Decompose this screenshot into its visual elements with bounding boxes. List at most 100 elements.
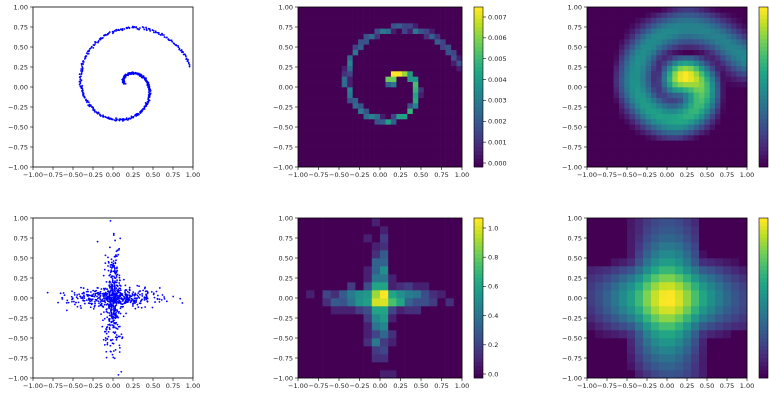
heat-cell (418, 44, 425, 50)
heat-cell (319, 108, 326, 114)
data-point (106, 341, 109, 344)
heat-cell (298, 108, 304, 114)
heat-cell (699, 145, 705, 152)
heat-cell (603, 49, 609, 56)
y-tick-label: 1.00 (14, 3, 28, 11)
heat-cell (587, 65, 593, 72)
x-tick-label: −0.50 (63, 382, 83, 390)
heat-cell (352, 129, 359, 136)
heat-cell (688, 97, 694, 104)
heat-cell (388, 266, 397, 275)
heat-cell (445, 306, 455, 315)
heat-cell (688, 7, 694, 13)
heat-cell (677, 97, 684, 104)
heat-cell (385, 119, 392, 125)
heat-cell (656, 28, 662, 34)
heat-cell (619, 71, 625, 77)
heat-cell (339, 282, 348, 291)
heat-cell (731, 108, 737, 114)
heat-cell (429, 33, 435, 40)
heat-cell (677, 33, 684, 40)
heat-cell (683, 266, 692, 275)
heat-cell (603, 60, 609, 66)
heat-cell (587, 314, 596, 323)
heat-cell (611, 258, 620, 267)
heat-cell (707, 234, 716, 243)
data-point (73, 291, 76, 294)
heat-cell (683, 7, 689, 13)
data-point (99, 301, 102, 303)
heat-cell (445, 76, 452, 82)
heat-cell (330, 161, 337, 168)
y-tick-label: −1.00 (8, 163, 28, 171)
heat-cell (723, 338, 732, 347)
heat-cell (619, 226, 628, 235)
heat-cell (667, 39, 673, 45)
heat-cell (390, 108, 397, 114)
y-tick-label: 0.75 (568, 234, 582, 242)
heat-cell (715, 370, 724, 379)
heat-cell (314, 226, 323, 235)
heat-cell (619, 23, 625, 29)
heat-cell (319, 7, 326, 13)
heat-cell (603, 250, 612, 259)
data-point (108, 274, 111, 277)
heat-cell (456, 17, 463, 24)
heat-cell (656, 12, 662, 18)
heat-cell (709, 97, 716, 104)
heat-cell (380, 124, 386, 130)
data-point (144, 306, 147, 308)
colorbar-segment (759, 278, 768, 283)
heat-cell (380, 92, 386, 98)
heat-cell (380, 108, 386, 114)
heat-cell (667, 97, 673, 104)
heat-cell (688, 23, 694, 29)
heat-cell (429, 44, 435, 50)
heat-cell (643, 274, 652, 283)
heat-cell (314, 330, 323, 339)
colorbar-segment (759, 314, 768, 319)
heat-cell (451, 49, 457, 56)
heat-cell (330, 346, 340, 355)
heat-cell (704, 87, 710, 93)
data-point (111, 284, 114, 286)
heat-cell (434, 145, 441, 152)
heat-cell (651, 44, 657, 50)
heat-cell (325, 108, 332, 114)
heat-cell (613, 103, 620, 109)
heat-cell (659, 354, 668, 363)
heat-cell (597, 97, 604, 104)
heat-cell (659, 290, 668, 299)
heat-cell (355, 370, 364, 379)
heat-cell (347, 49, 353, 56)
heat-cell (363, 129, 370, 136)
heat-cell (385, 65, 392, 72)
heat-cell (629, 49, 636, 56)
data-point (132, 116, 135, 119)
heat-cell (608, 39, 614, 45)
heat-cell (683, 330, 692, 339)
colorbar-segment (474, 286, 483, 291)
spiral-density-plot (587, 7, 748, 168)
heat-cell (380, 274, 389, 283)
data-point (112, 292, 115, 295)
heat-cell (437, 322, 446, 331)
heat-cell (635, 49, 641, 56)
heat-cell (731, 33, 737, 40)
heat-cell (325, 49, 332, 56)
heat-cell (445, 28, 452, 34)
heat-cell (688, 161, 694, 168)
heat-cell (611, 298, 620, 307)
heat-cell (627, 266, 636, 275)
heat-cell (720, 161, 726, 168)
heat-cell (720, 108, 726, 114)
heat-cell (597, 33, 604, 40)
heat-cell (635, 55, 641, 61)
colorbar-segment (759, 358, 768, 363)
heat-cell (380, 282, 389, 291)
heat-cell (298, 60, 304, 66)
data-point (121, 29, 124, 32)
heat-cell (453, 314, 463, 323)
heat-cell (683, 151, 689, 157)
x-tick-label: 0.50 (414, 171, 428, 179)
